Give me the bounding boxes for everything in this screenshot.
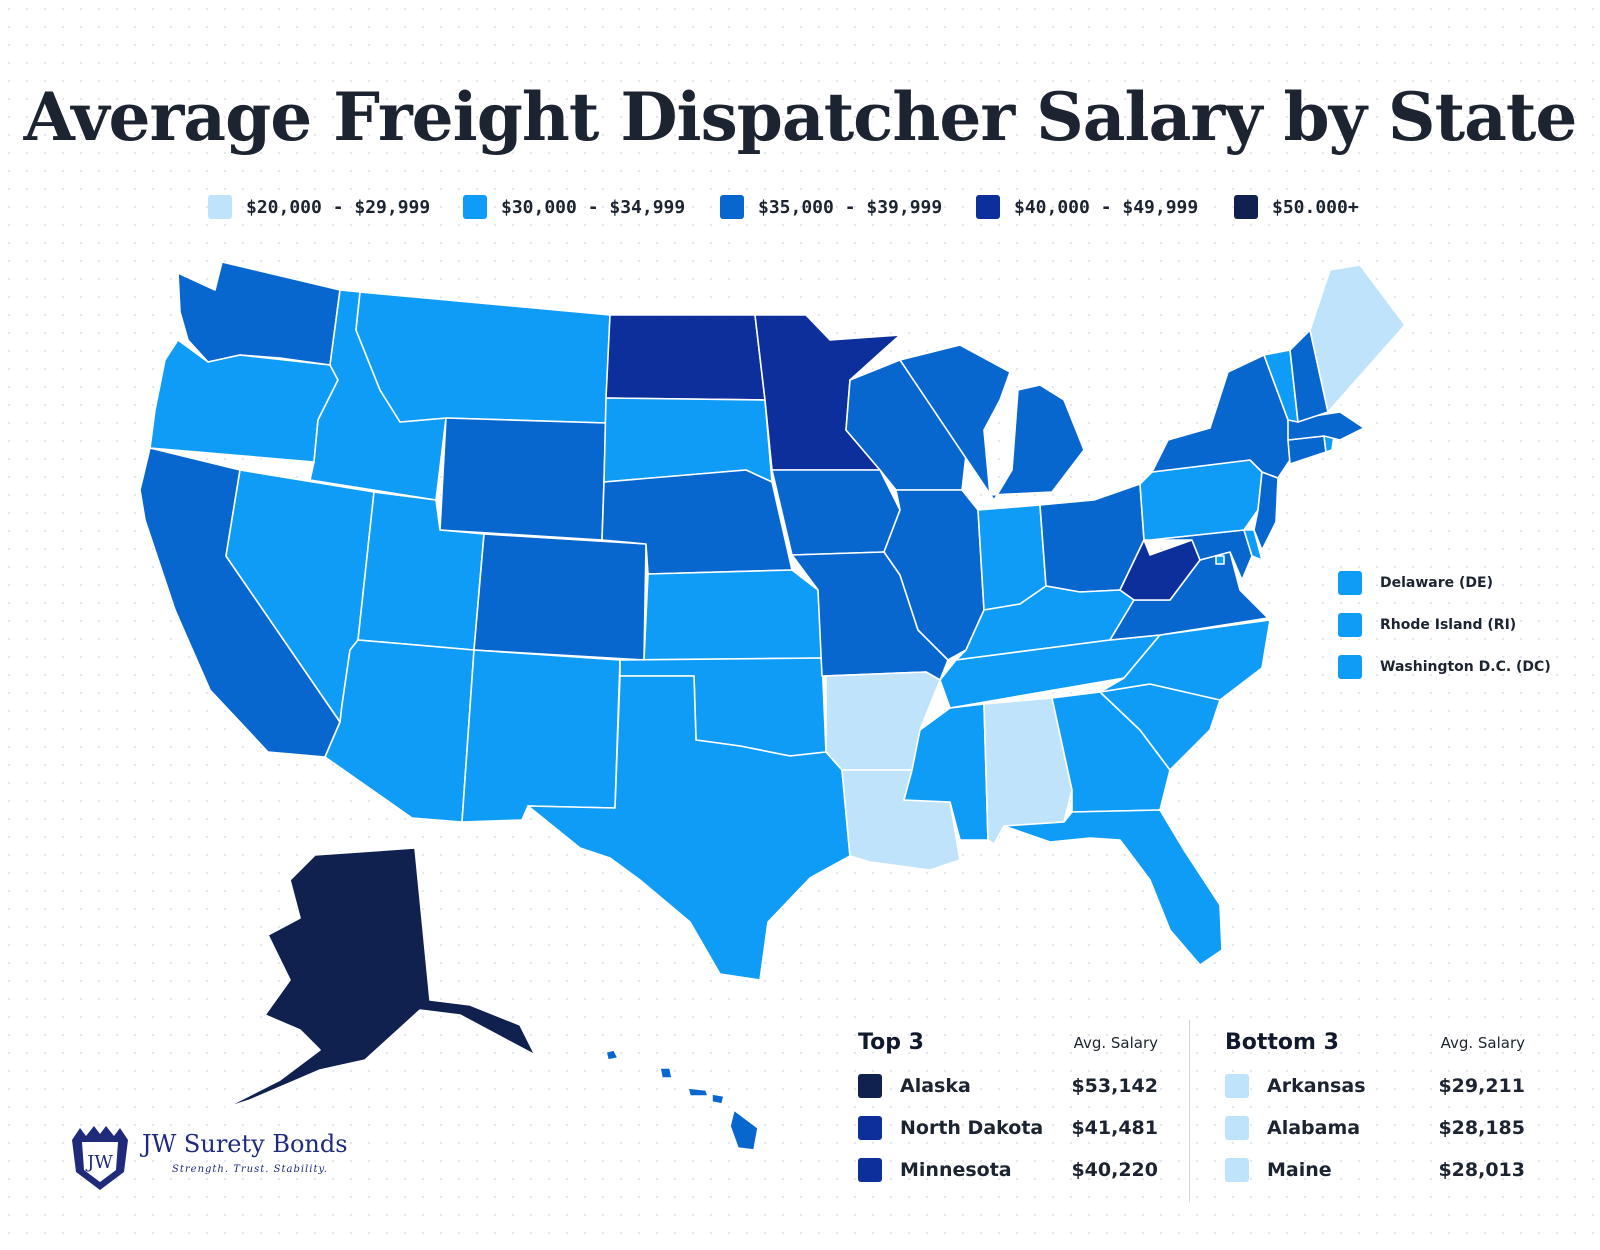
state-michigan[interactable] — [899, 344, 1085, 501]
table-row: Alabama $28,185 — [1225, 1106, 1525, 1148]
row-swatch — [1225, 1158, 1249, 1182]
row-swatch — [858, 1074, 882, 1098]
legend-label: $30,000 - $34,999 — [501, 196, 686, 218]
legend-label: $20,000 - $29,999 — [246, 196, 431, 218]
crest-logo-icon: JW — [72, 1126, 128, 1190]
dc-label: Washington D.C. (DC) — [1380, 659, 1551, 675]
state-connecticut[interactable] — [1287, 435, 1327, 465]
delaware-swatch — [1338, 571, 1362, 595]
bottom3-header: Bottom 3 Avg. Salary — [1225, 1030, 1525, 1064]
row-salary: $28,185 — [1438, 1117, 1525, 1139]
state-washington-dc[interactable] — [1215, 555, 1225, 565]
small-states-legend: Delaware (DE) Rhode Island (RI) Washingt… — [1338, 570, 1551, 696]
small-state-item: Washington D.C. (DC) — [1338, 654, 1551, 680]
bottom3-title: Bottom 3 — [1225, 1030, 1339, 1055]
state-washington[interactable] — [177, 261, 341, 366]
state-new-mexico[interactable] — [461, 649, 621, 823]
legend-swatch — [976, 195, 1000, 219]
legend-item: $20,000 - $29,999 — [208, 193, 430, 221]
row-salary: $40,220 — [1071, 1159, 1158, 1181]
legend-item: $30,000 - $34,999 — [463, 193, 685, 221]
legend-swatch — [208, 195, 232, 219]
state-north-dakota[interactable] — [605, 314, 766, 401]
state-florida[interactable] — [1003, 809, 1223, 966]
row-state: North Dakota — [900, 1117, 1044, 1139]
row-state: Alabama — [1267, 1117, 1361, 1139]
row-salary: $41,481 — [1071, 1117, 1158, 1139]
table-divider — [1189, 1020, 1190, 1202]
rhode-island-label: Rhode Island (RI) — [1380, 617, 1517, 633]
delaware-label: Delaware (DE) — [1380, 575, 1493, 591]
state-south-dakota[interactable] — [603, 397, 773, 483]
row-salary: $29,211 — [1438, 1075, 1525, 1097]
brand-name: JW Surety Bonds — [142, 1130, 348, 1158]
state-alaska[interactable] — [224, 847, 536, 1109]
state-arizona[interactable] — [324, 639, 475, 823]
table-row: Alaska $53,142 — [858, 1064, 1158, 1106]
rhode-island-swatch — [1338, 613, 1362, 637]
state-texas[interactable] — [527, 675, 851, 981]
crest-monogram: JW — [85, 1152, 113, 1173]
state-maine[interactable] — [1309, 264, 1406, 413]
legend-item: $50.000+ — [1234, 193, 1359, 221]
row-swatch — [858, 1158, 882, 1182]
small-state-item: Rhode Island (RI) — [1338, 612, 1551, 638]
table-row: Minnesota $40,220 — [858, 1148, 1158, 1190]
row-state: Minnesota — [900, 1159, 1012, 1181]
legend-label: $50.000+ — [1272, 196, 1359, 218]
top3-title: Top 3 — [858, 1030, 924, 1055]
row-salary: $28,013 — [1438, 1159, 1525, 1181]
row-state: Arkansas — [1267, 1075, 1366, 1097]
legend-swatch — [463, 195, 487, 219]
legend-label: $35,000 - $39,999 — [758, 196, 943, 218]
page-title: Average Freight Dispatcher Salary by Sta… — [23, 78, 1578, 156]
legend-label: $40,000 - $49,999 — [1014, 196, 1199, 218]
legend-item: $40,000 - $49,999 — [976, 193, 1198, 221]
row-swatch — [858, 1116, 882, 1140]
state-wyoming[interactable] — [439, 417, 607, 541]
row-state: Alaska — [900, 1075, 971, 1097]
row-swatch — [1225, 1116, 1249, 1140]
state-illinois[interactable] — [883, 489, 985, 661]
brand-tagline: Strength. Trust. Stability. — [172, 1164, 328, 1175]
row-salary: $53,142 — [1071, 1075, 1158, 1097]
state-mississippi[interactable] — [903, 703, 989, 841]
dc-swatch — [1338, 655, 1362, 679]
top3-header: Top 3 Avg. Salary — [858, 1030, 1158, 1064]
row-state: Maine — [1267, 1159, 1332, 1181]
state-new-york[interactable] — [1151, 354, 1291, 479]
table-row: Maine $28,013 — [1225, 1148, 1525, 1190]
legend-swatch — [1234, 195, 1258, 219]
state-kansas[interactable] — [643, 569, 823, 661]
row-swatch — [1225, 1074, 1249, 1098]
bottom3-column-label: Avg. Salary — [1440, 1034, 1525, 1052]
state-hawaii[interactable] — [605, 1049, 759, 1151]
small-state-item: Delaware (DE) — [1338, 570, 1551, 596]
bottom3-table: Bottom 3 Avg. Salary Arkansas $29,211 Al… — [1225, 1030, 1525, 1190]
top3-table: Top 3 Avg. Salary Alaska $53,142 North D… — [858, 1030, 1158, 1190]
state-montana[interactable] — [355, 291, 611, 424]
state-delaware[interactable] — [1243, 529, 1263, 561]
top3-column-label: Avg. Salary — [1073, 1034, 1158, 1052]
state-iowa[interactable] — [771, 469, 901, 556]
state-colorado[interactable] — [473, 533, 647, 661]
legend-item: $35,000 - $39,999 — [720, 193, 942, 221]
table-row: North Dakota $41,481 — [858, 1106, 1158, 1148]
table-row: Arkansas $29,211 — [1225, 1064, 1525, 1106]
legend-swatch — [720, 195, 744, 219]
